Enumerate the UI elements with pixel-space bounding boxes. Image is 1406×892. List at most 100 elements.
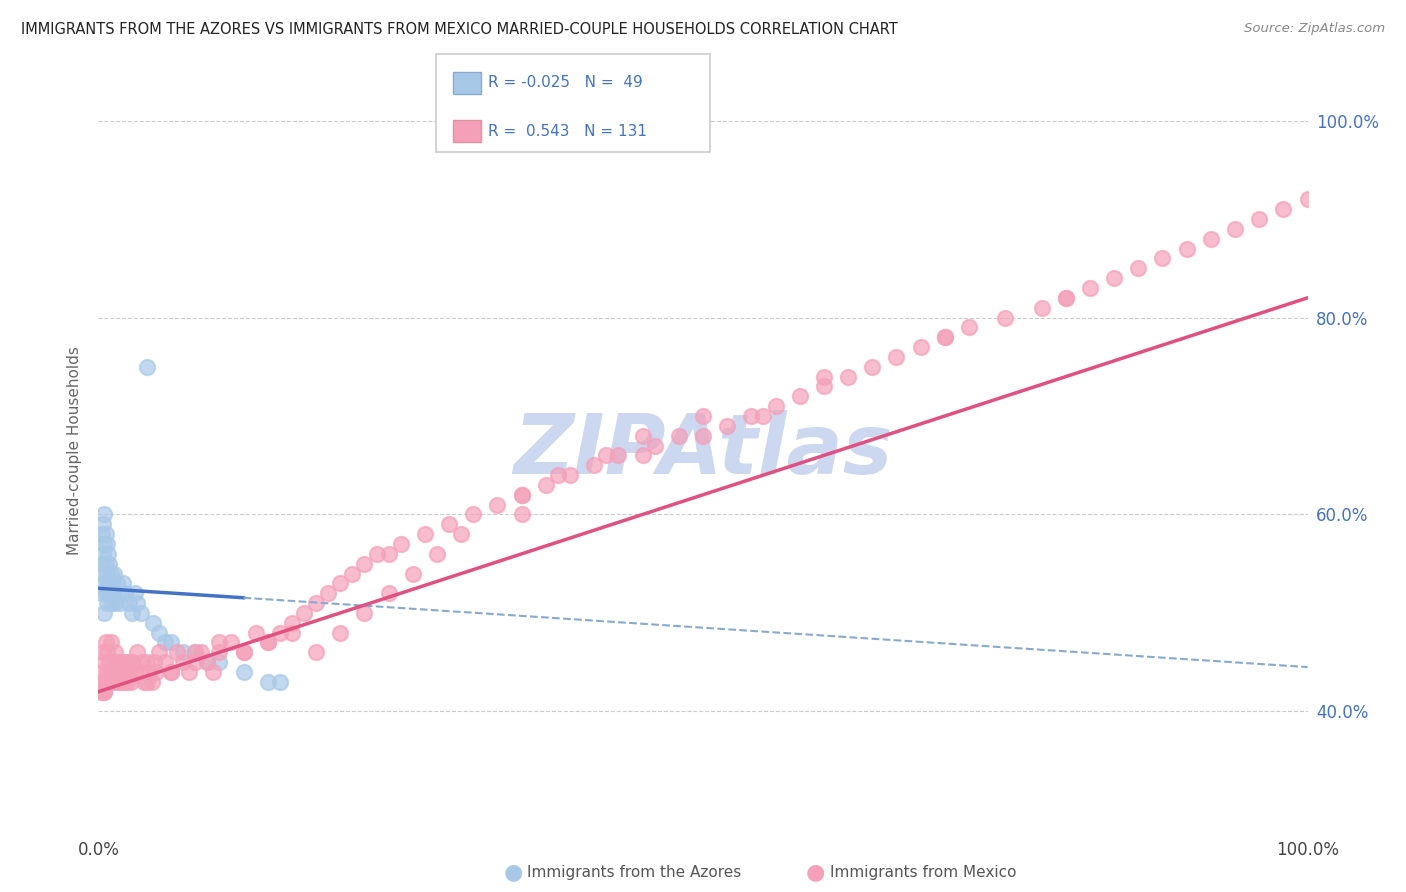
Point <box>124 665 146 679</box>
Point <box>353 606 375 620</box>
Point <box>100 576 122 591</box>
Point <box>153 655 176 669</box>
Point <box>100 566 122 581</box>
Point <box>1102 271 1125 285</box>
Text: R = -0.025   N =  49: R = -0.025 N = 49 <box>488 76 643 90</box>
Point <box>366 547 388 561</box>
Point <box>463 508 485 522</box>
Point <box>269 674 291 689</box>
Point <box>134 674 156 689</box>
Point <box>129 606 152 620</box>
Point <box>329 625 352 640</box>
Point <box>510 488 533 502</box>
Point <box>232 645 254 659</box>
Point <box>103 665 125 679</box>
Point <box>128 665 150 679</box>
Point <box>631 428 654 442</box>
Point <box>934 330 956 344</box>
Text: ●: ● <box>806 863 825 882</box>
Point <box>143 655 166 669</box>
Point <box>138 665 160 679</box>
Text: ●: ● <box>503 863 523 882</box>
Point <box>1296 193 1319 207</box>
Point <box>160 665 183 679</box>
Point <box>93 537 115 551</box>
Point <box>90 586 112 600</box>
Point <box>716 418 738 433</box>
Point <box>131 655 153 669</box>
Point <box>547 468 569 483</box>
Point <box>1031 301 1053 315</box>
Point <box>108 596 131 610</box>
Point <box>256 674 278 689</box>
Point <box>860 359 883 374</box>
Point <box>631 449 654 463</box>
Point <box>104 596 127 610</box>
Point <box>96 665 118 679</box>
Point <box>107 586 129 600</box>
Point <box>111 576 134 591</box>
Point <box>148 625 170 640</box>
Point <box>96 596 118 610</box>
Point <box>256 635 278 649</box>
Point <box>450 527 472 541</box>
Point <box>789 389 811 403</box>
Point <box>97 674 120 689</box>
Point <box>105 674 128 689</box>
Text: ZIPAtlas: ZIPAtlas <box>513 410 893 491</box>
Point <box>292 606 315 620</box>
Point <box>93 508 115 522</box>
Text: Immigrants from Mexico: Immigrants from Mexico <box>830 865 1017 880</box>
Point <box>93 684 115 698</box>
Point <box>413 527 436 541</box>
Point <box>148 645 170 659</box>
Point <box>184 645 207 659</box>
Point <box>281 625 304 640</box>
Point <box>208 635 231 649</box>
Point <box>96 566 118 581</box>
Point <box>184 645 207 659</box>
Point <box>94 635 117 649</box>
Point <box>101 586 124 600</box>
Point <box>94 527 117 541</box>
Point <box>910 340 932 354</box>
Point <box>752 409 775 423</box>
Point <box>256 635 278 649</box>
Point <box>166 645 188 659</box>
Point <box>91 557 114 571</box>
Point <box>1272 202 1295 217</box>
Point <box>124 586 146 600</box>
Point <box>486 498 509 512</box>
Point <box>91 645 114 659</box>
Point <box>141 674 163 689</box>
Point <box>281 615 304 630</box>
Point <box>91 517 114 532</box>
Point <box>108 665 131 679</box>
Point <box>1152 252 1174 266</box>
Point <box>96 537 118 551</box>
Text: R =  0.543   N = 131: R = 0.543 N = 131 <box>488 124 647 138</box>
Point <box>160 665 183 679</box>
Point <box>184 655 207 669</box>
Point <box>94 557 117 571</box>
Point <box>97 547 120 561</box>
Point <box>377 586 399 600</box>
Point <box>90 684 112 698</box>
Point <box>135 655 157 669</box>
Point <box>195 655 218 669</box>
Point <box>103 566 125 581</box>
Point <box>94 586 117 600</box>
Point <box>127 596 149 610</box>
Point <box>377 547 399 561</box>
Point <box>100 665 122 679</box>
Text: Source: ZipAtlas.com: Source: ZipAtlas.com <box>1244 22 1385 36</box>
Point <box>142 615 165 630</box>
Point <box>813 369 835 384</box>
Point <box>100 635 122 649</box>
Point <box>96 645 118 659</box>
Point <box>190 645 212 659</box>
Point <box>957 320 980 334</box>
Point <box>402 566 425 581</box>
Point <box>1223 222 1246 236</box>
Point <box>172 645 194 659</box>
